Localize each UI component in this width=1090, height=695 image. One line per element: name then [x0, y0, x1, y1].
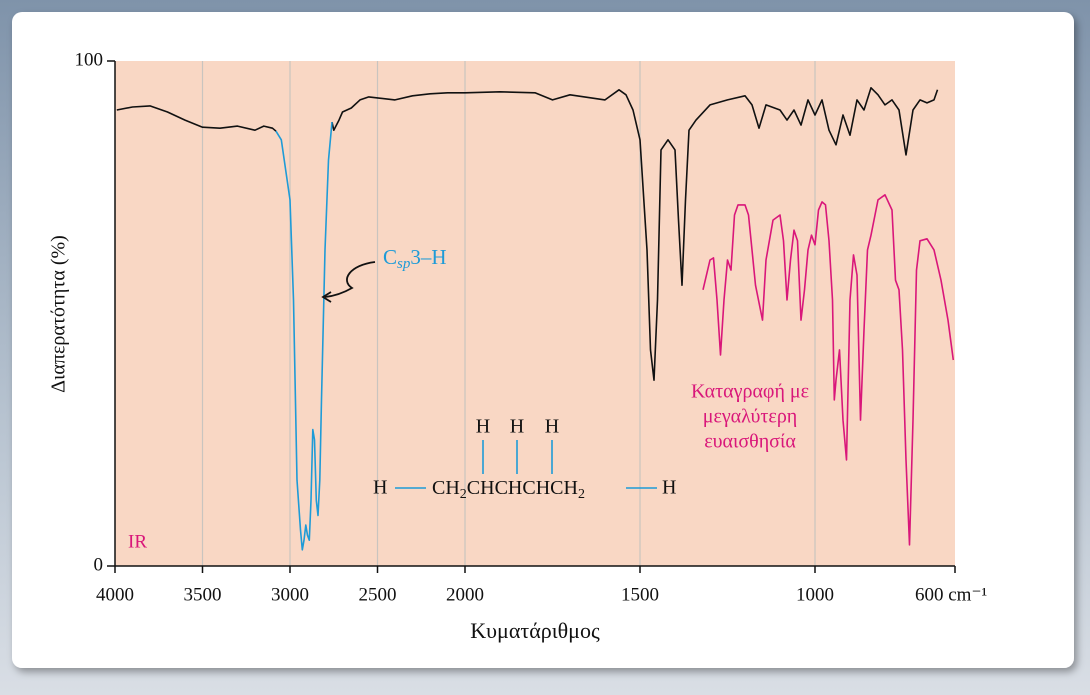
y-tick-label: 100: [75, 49, 104, 70]
band-label: Csp3–H: [383, 245, 447, 273]
formula-sub: 2: [578, 487, 585, 502]
x-tick-label: 3500: [184, 584, 222, 605]
band-rest: 3–H: [410, 245, 446, 269]
molecule-h: H: [662, 477, 676, 499]
band-arrowhead: [321, 291, 332, 303]
spectrum: [116, 87, 955, 551]
formula-part: CHCHCHCH: [467, 477, 578, 499]
molecule-h: H: [510, 416, 524, 438]
x-tick-label: 4000: [96, 584, 134, 605]
y-axis-label: Διαπερατότητα (%): [48, 235, 70, 393]
formula-sub: 2: [460, 487, 467, 502]
x-tick-label: 600 cm⁻¹: [915, 584, 987, 605]
band-arrow: [324, 261, 376, 298]
sensitivity-line: μεγαλύτερη: [703, 406, 798, 428]
x-tick-label: 2000: [446, 584, 484, 605]
sensitivity-line: Καταγραφή με: [691, 381, 809, 403]
band-c: C: [383, 245, 397, 269]
x-tick-label: 3000: [271, 584, 309, 605]
x-tick-label: 1500: [621, 584, 659, 605]
spectrum-line: [275, 122, 333, 551]
band-sub: sp: [397, 256, 411, 272]
method-label: IR: [128, 531, 147, 552]
sensitivity-line: ευαισθησία: [704, 431, 796, 453]
molecule-h: H: [545, 416, 559, 438]
spectrum-line: [116, 87, 939, 381]
y-tick-label: 0: [94, 554, 104, 575]
x-tick-label: 2500: [359, 584, 397, 605]
spectrum-line: [702, 194, 955, 546]
molecule-formula: CH2CHCHCHCH2: [432, 477, 585, 503]
formula-part: CH: [432, 477, 460, 499]
molecule-h: H: [476, 416, 490, 438]
x-tick-label: 1000: [796, 584, 834, 605]
x-axis-label: Κυματάριθμος: [470, 618, 600, 643]
molecule-h: H: [373, 477, 387, 499]
